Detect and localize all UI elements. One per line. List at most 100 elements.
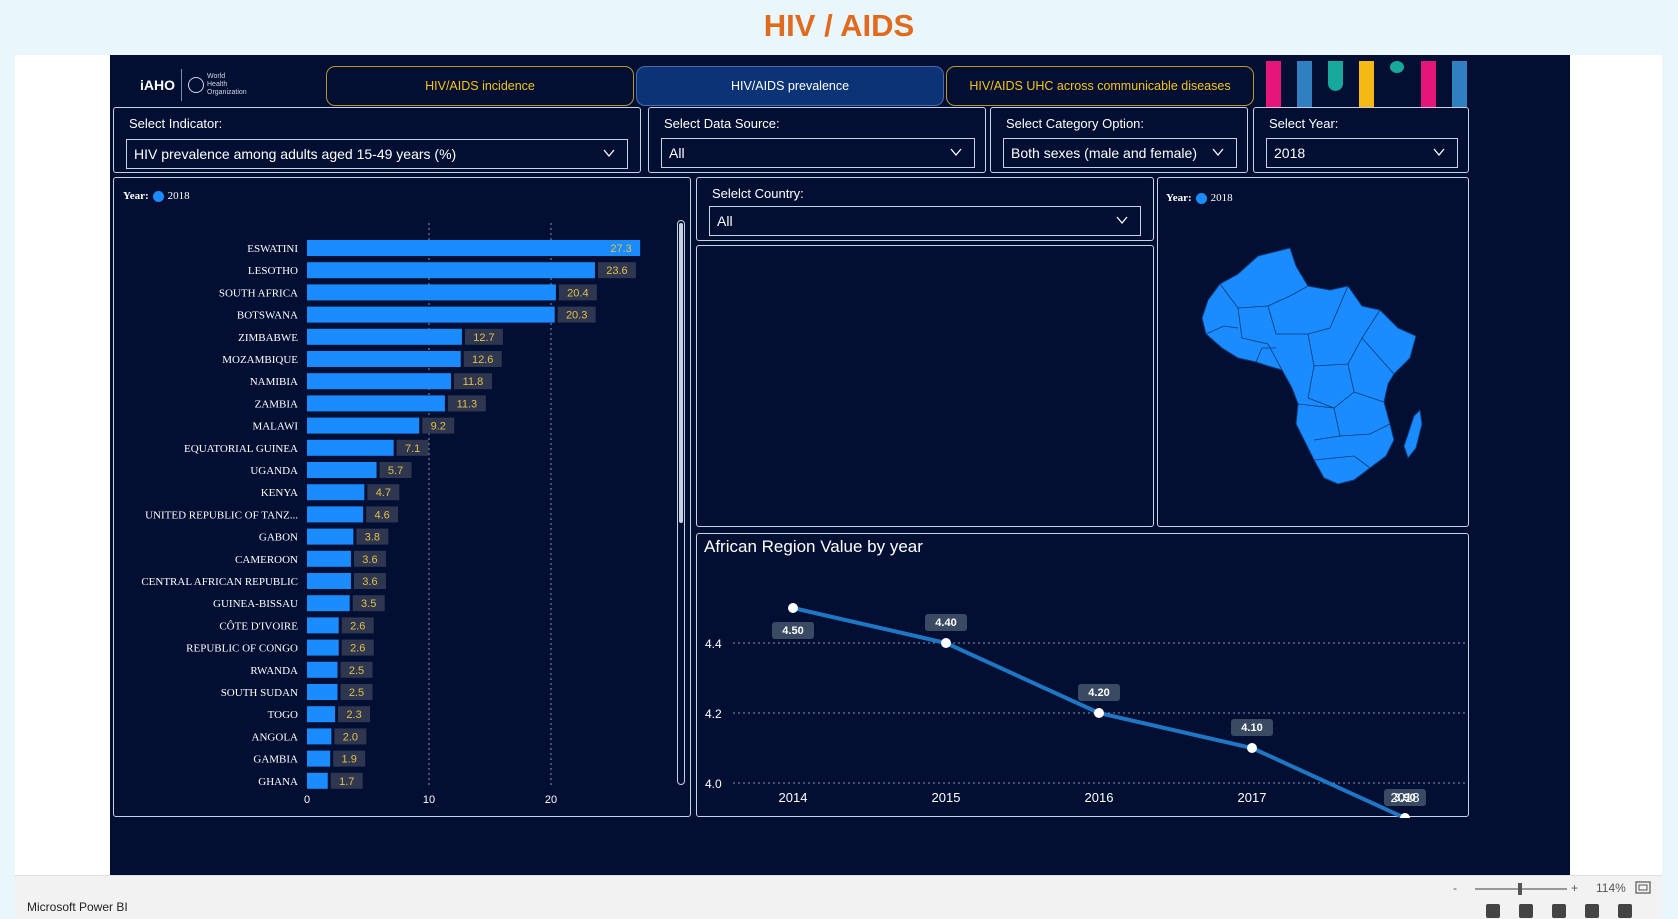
category-value: Both sexes (male and female) xyxy=(1011,145,1197,161)
category-label: Select Category Option: xyxy=(1006,116,1145,131)
data-point[interactable] xyxy=(1400,813,1410,818)
data-label-bg xyxy=(772,622,814,639)
bar[interactable] xyxy=(307,617,339,634)
data-label: 4.20 xyxy=(1088,687,1109,699)
data-label-bg xyxy=(353,573,386,589)
bar[interactable] xyxy=(307,595,350,612)
data-label-bg xyxy=(1078,684,1120,701)
chevron-down-icon xyxy=(950,148,962,157)
facebook-icon[interactable] xyxy=(1486,904,1500,918)
bar[interactable] xyxy=(307,706,336,723)
bar[interactable] xyxy=(307,373,451,390)
bar[interactable] xyxy=(307,528,354,545)
category-label: GUINEA-BISSAU xyxy=(213,598,298,610)
category-label: REPUBLIC OF CONGO xyxy=(186,643,298,655)
category-label: TOGO xyxy=(268,709,298,721)
data-label: 4.6 xyxy=(374,509,389,521)
bar-chart-scrollbar[interactable] xyxy=(677,220,685,785)
data-point[interactable] xyxy=(788,603,798,613)
category-dropdown[interactable]: Both sexes (male and female) xyxy=(1003,138,1237,168)
indicator-dropdown[interactable]: HIV prevalence among adults aged 15-49 y… xyxy=(126,139,628,169)
madagascar-shape xyxy=(1403,408,1423,460)
bar-legend-value: 2018 xyxy=(167,190,190,202)
bar[interactable] xyxy=(307,240,641,256)
fit-to-page-icon[interactable] xyxy=(1635,881,1651,895)
data-label: 3.6 xyxy=(362,554,377,566)
bar[interactable] xyxy=(307,750,331,767)
bar[interactable] xyxy=(307,395,445,412)
twitter-icon[interactable] xyxy=(1519,904,1533,918)
tab-hiv-incidence[interactable]: HIV/AIDS incidence xyxy=(326,66,634,106)
category-label: RWANDA xyxy=(250,665,298,677)
legend-dot-icon xyxy=(152,190,164,202)
country-dropdown[interactable]: All xyxy=(709,206,1141,236)
bar[interactable] xyxy=(307,684,338,700)
zoom-out-button[interactable]: - xyxy=(1453,881,1457,895)
data-point[interactable] xyxy=(1247,743,1257,753)
data-label-bg xyxy=(334,728,367,745)
zoom-in-button[interactable]: + xyxy=(1571,881,1579,895)
category-label: ESWATINI xyxy=(247,243,298,255)
data-label-bg xyxy=(925,614,967,631)
data-label: 2.3 xyxy=(346,709,361,721)
who-globe-icon xyxy=(188,77,204,93)
category-label: MALAWI xyxy=(252,421,298,433)
data-label-bg xyxy=(464,328,503,345)
bar[interactable] xyxy=(307,328,462,345)
year-dropdown[interactable]: 2018 xyxy=(1266,138,1458,168)
africa-map[interactable] xyxy=(1158,178,1470,528)
data-source-dropdown[interactable]: All xyxy=(661,138,975,168)
empty-visual-panel xyxy=(696,245,1154,527)
data-label-bg xyxy=(447,395,486,412)
data-label-bg xyxy=(333,750,366,767)
bar[interactable] xyxy=(307,439,394,456)
data-label-bg xyxy=(353,550,386,567)
zoom-slider-thumb[interactable] xyxy=(1518,883,1522,895)
data-source-label: Select Data Source: xyxy=(664,116,780,131)
bar[interactable] xyxy=(307,351,461,367)
data-label-bg xyxy=(453,373,492,390)
x-tick-label: 2014 xyxy=(779,790,808,805)
deco-bar xyxy=(1421,61,1436,107)
african-region-line-chart: 4.0 4.2 4.4 4.50 2014 4.40 2015 4.20 2016 4.10 201… xyxy=(705,603,1467,818)
who-logo: World Health Organization xyxy=(188,73,247,97)
data-point[interactable] xyxy=(1094,708,1104,718)
bar[interactable] xyxy=(307,462,377,478)
bar[interactable] xyxy=(307,550,351,567)
bar[interactable] xyxy=(307,772,328,789)
linkedin-icon[interactable] xyxy=(1552,904,1566,918)
bar[interactable] xyxy=(307,639,339,656)
data-label: 4.7 xyxy=(376,487,391,499)
tab-hiv-uhc[interactable]: HIV/AIDS UHC across communicable disease… xyxy=(946,66,1254,106)
bar[interactable] xyxy=(307,306,555,323)
data-label-bg xyxy=(341,639,374,656)
bar[interactable] xyxy=(307,728,332,745)
data-label: 12.7 xyxy=(473,332,494,344)
category-label: CENTRAL AFRICAN REPUBLIC xyxy=(141,576,298,588)
bar[interactable] xyxy=(307,284,556,301)
bar[interactable] xyxy=(307,573,351,589)
data-point[interactable] xyxy=(941,638,951,648)
country-bar-chart: 0 10 20 ESWATINI 27.3 LESOTHO 23.6 SOUTH AFRICA… xyxy=(141,223,641,806)
bar[interactable] xyxy=(307,506,364,523)
bar[interactable] xyxy=(307,661,338,678)
country-bar-chart-panel: Year: 2018 0 10 20 ESWATINI 27.3 LESOTHO 23.6 S… xyxy=(113,177,691,817)
category-label: EQUATORIAL GUINEA xyxy=(184,443,298,455)
data-label: 2.0 xyxy=(343,731,358,743)
data-label: 2.5 xyxy=(349,665,364,677)
scrollbar-thumb[interactable] xyxy=(679,223,683,523)
data-label-bg xyxy=(557,306,596,323)
african-region-line-panel: African Region Value by year 4.0 4.2 4.4 4.… xyxy=(696,533,1469,818)
country-borders xyxy=(1205,283,1395,469)
data-label: 20.3 xyxy=(566,310,587,322)
powerbi-brand[interactable]: Microsoft Power BI xyxy=(27,900,128,914)
bar[interactable] xyxy=(307,262,595,279)
deco-bar xyxy=(1359,61,1374,107)
share-icon[interactable] xyxy=(1585,904,1599,918)
fullscreen-icon[interactable] xyxy=(1618,904,1632,918)
bar[interactable] xyxy=(307,417,420,434)
tab-hiv-prevalence[interactable]: HIV/AIDS prevalence xyxy=(636,66,944,106)
data-label-bg xyxy=(367,484,400,501)
bar[interactable] xyxy=(307,484,365,501)
data-label-bg xyxy=(338,706,371,723)
